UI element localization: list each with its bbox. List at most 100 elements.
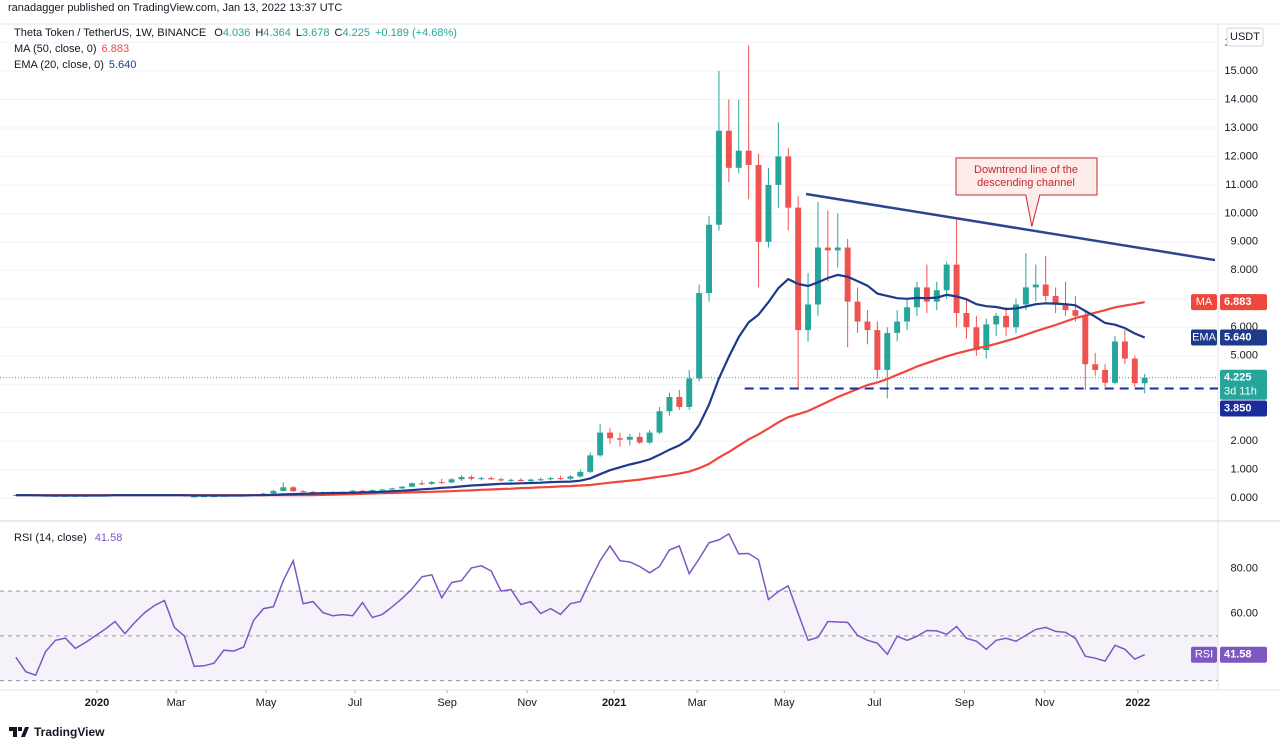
callout-box <box>955 157 1098 227</box>
candle-body <box>1003 315 1010 328</box>
x-tick-label: Mar <box>167 697 186 709</box>
candle-body <box>626 436 633 440</box>
publish-info: ranadagger published on TradingView.com,… <box>8 2 343 14</box>
rsi-line <box>15 532 1146 677</box>
y-tick-label: 2.000 <box>1230 435 1258 447</box>
candle-body <box>458 477 465 480</box>
overlay-price-label-bg <box>1220 294 1267 311</box>
ohlc-value: 4.225 <box>342 27 370 39</box>
rsi-badge: RSI <box>1195 649 1213 661</box>
candle-body <box>379 489 386 491</box>
candle-body <box>567 476 574 479</box>
countdown: 3d 11h <box>1224 386 1257 398</box>
callout-text: descending channel <box>977 177 1075 189</box>
candle-body <box>696 293 703 379</box>
candle-body <box>547 478 554 480</box>
candle-body <box>785 156 792 208</box>
ohlc-key: H <box>255 27 264 39</box>
symbol: Theta Token / TetherUS, 1W, BINANCE <box>14 27 207 39</box>
y-tick-label: 13.000 <box>1224 122 1258 134</box>
ohlc-value: 4.364 <box>263 27 291 39</box>
x-tick-label: Nov <box>1035 697 1055 709</box>
candle-body <box>864 321 871 331</box>
candle-body <box>508 479 514 481</box>
candle-body <box>755 164 762 242</box>
x-tick-label: 2022 <box>1126 697 1150 709</box>
last-price-label-bg <box>1220 369 1267 400</box>
candle-body <box>1062 304 1069 311</box>
x-tick-label: 2021 <box>602 697 626 709</box>
candle-body <box>359 490 366 492</box>
y-tick-label: 9.000 <box>1230 236 1258 248</box>
candle-body <box>963 313 970 328</box>
candle-body <box>616 438 623 440</box>
candle-body <box>666 397 673 412</box>
candle-body <box>854 301 861 322</box>
candle-body <box>597 432 604 456</box>
candle-body <box>795 207 802 331</box>
candle-body <box>577 471 584 477</box>
y-tick-label: 10.000 <box>1224 207 1258 219</box>
y-tick-label: 0.000 <box>1230 492 1258 504</box>
candle-body <box>300 491 307 493</box>
symbol-legend: Theta Token / TetherUS, 1W, BINANCE O4.0… <box>14 27 462 39</box>
candle-body <box>557 478 564 480</box>
candle-body <box>656 411 663 433</box>
candle-body <box>1013 304 1019 328</box>
y-tick-label: 60.00 <box>1230 607 1258 619</box>
candle-body <box>775 156 782 185</box>
candle-body <box>983 324 990 351</box>
rsi-value-bg <box>1220 646 1267 663</box>
candle-body <box>369 490 376 492</box>
x-tick-label: Sep <box>437 697 457 709</box>
y-tick-label: 8.000 <box>1230 264 1258 276</box>
y-tick-label: 80.00 <box>1230 563 1258 575</box>
candle-body <box>1121 341 1128 359</box>
candle-body <box>993 315 1000 325</box>
candle-body <box>814 247 821 305</box>
brand-logo <box>9 727 29 737</box>
x-tick-label: May <box>774 697 795 709</box>
ema-legend: EMA (20, close, 0) 5.640 <box>14 59 141 71</box>
x-tick-label: Sep <box>955 697 975 709</box>
overlay-badge: EMA <box>1192 331 1217 343</box>
candle-body <box>1072 310 1079 316</box>
candle-body <box>923 287 930 302</box>
candle-body <box>527 479 534 481</box>
overlay-value: 5.640 <box>108 59 137 71</box>
x-tick-label: Jul <box>348 697 362 709</box>
unit-box <box>1226 27 1264 47</box>
candle-body <box>676 397 683 407</box>
candle-body <box>1022 287 1029 305</box>
candle-body <box>1042 284 1049 296</box>
overlay-price-label-bg <box>1220 329 1267 346</box>
change: +0.189 (+4.68%) <box>374 27 457 39</box>
overlay-price-label: 5.640 <box>1224 331 1252 343</box>
candle-body <box>488 478 495 480</box>
candle-body <box>290 487 297 492</box>
x-tick-label: 2020 <box>85 697 109 709</box>
level-label: 3.850 <box>1224 402 1252 414</box>
candle-body <box>686 378 693 407</box>
x-tick-label: Jul <box>867 697 881 709</box>
y-tick-label: 15.000 <box>1224 65 1258 77</box>
candle-body <box>587 455 594 472</box>
candle-body <box>824 247 831 251</box>
candle-body <box>498 479 505 481</box>
candle-body <box>765 184 772 242</box>
candle-body <box>418 483 425 485</box>
candle-body <box>933 290 940 302</box>
candle-body <box>943 264 950 291</box>
rsi-legend: RSI (14, close) 41.58 <box>14 532 127 544</box>
candle-body <box>844 247 851 302</box>
candle-body <box>1131 358 1138 384</box>
candle-body <box>280 487 287 491</box>
overlay-price-label: 6.883 <box>1224 296 1252 308</box>
candle-body <box>428 482 435 484</box>
overlay-badge-bg <box>1191 329 1217 346</box>
candle-body <box>884 332 891 370</box>
candle-body <box>874 330 881 370</box>
candle-body <box>1032 284 1039 288</box>
